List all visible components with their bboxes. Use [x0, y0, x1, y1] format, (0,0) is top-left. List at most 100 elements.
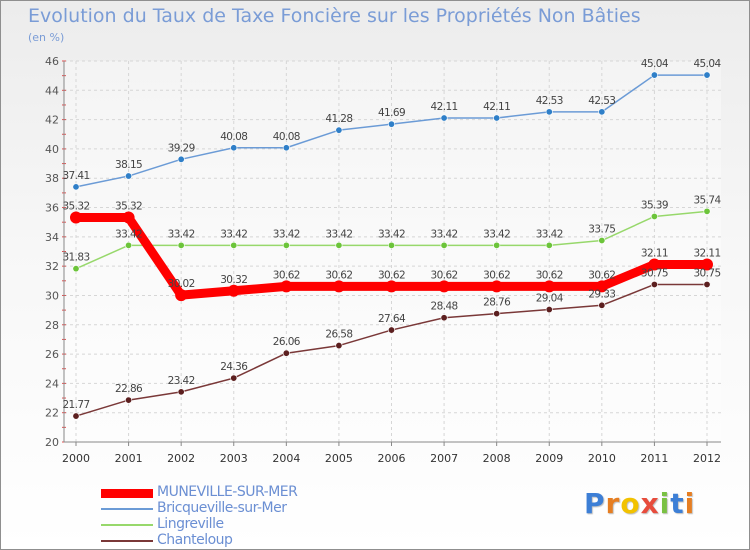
data-label: 24.36	[220, 361, 248, 373]
series-point	[70, 211, 82, 224]
series-point	[650, 212, 658, 220]
data-label: 30.75	[693, 267, 720, 279]
x-tick-label: 2001	[115, 452, 143, 465]
data-label: 42.11	[483, 101, 510, 113]
x-tick-label: 2011	[640, 452, 668, 465]
data-label: 35.74	[693, 194, 721, 206]
series-point	[595, 280, 608, 293]
series-point	[440, 114, 448, 122]
logo-letter: i	[684, 487, 696, 520]
x-tick-label: 2004	[272, 452, 300, 465]
series-point	[335, 241, 343, 249]
data-label: 21.77	[62, 399, 89, 411]
data-label: 26.06	[273, 336, 301, 348]
data-label: 41.69	[378, 107, 405, 119]
y-tick-label: 20	[45, 436, 59, 449]
logo-letter: t	[670, 487, 685, 520]
legend-item: Bricqueville-sur-Mer	[101, 500, 401, 517]
data-label: 28.76	[483, 297, 511, 309]
data-label: 30.75	[641, 267, 668, 279]
data-label: 35.39	[641, 199, 668, 211]
x-tick-label: 2012	[693, 452, 721, 465]
data-label: 30.62	[536, 269, 563, 281]
chart-unit-label: (en %)	[28, 31, 65, 44]
series-point	[493, 310, 501, 318]
data-label: 40.08	[273, 131, 300, 143]
y-tick-label: 36	[45, 202, 59, 215]
data-label: 45.04	[693, 58, 721, 70]
data-label: 33.75	[588, 224, 615, 236]
series-point	[230, 374, 238, 382]
series-point	[177, 155, 185, 163]
data-label: 30.32	[220, 274, 247, 286]
data-label: 38.15	[115, 159, 142, 171]
x-tick-label: 2003	[220, 452, 248, 465]
data-label: 30.02	[168, 278, 195, 290]
data-label: 35.32	[62, 201, 89, 213]
data-label: 33.42	[220, 228, 247, 240]
data-label: 30.62	[483, 269, 510, 281]
data-label: 30.62	[273, 269, 300, 281]
series-point	[125, 172, 133, 180]
series-point	[282, 241, 290, 249]
y-tick-label: 24	[45, 377, 59, 390]
series-point	[387, 326, 395, 334]
y-tick-label: 26	[45, 348, 59, 361]
logo-letter: P	[584, 487, 606, 520]
data-label: 37.41	[62, 170, 89, 182]
series-point	[490, 280, 503, 293]
data-label: 33.42	[325, 228, 352, 240]
series-point	[598, 108, 606, 116]
data-label: 23.42	[168, 375, 195, 387]
legend-swatch	[101, 524, 153, 526]
x-tick-label: 2007	[430, 452, 458, 465]
series-point	[335, 342, 343, 350]
series-point	[122, 211, 135, 224]
series-point	[175, 289, 188, 302]
data-label: 33.42	[168, 228, 195, 240]
data-label: 26.58	[325, 329, 352, 341]
series-point	[125, 241, 133, 249]
legend-swatch	[101, 489, 153, 498]
data-label: 40.08	[220, 131, 247, 143]
data-label: 45.04	[641, 58, 669, 70]
proxiti-logo: Proxiti	[584, 487, 695, 520]
series-point	[493, 114, 501, 122]
series-point	[543, 280, 556, 293]
data-label: 32.11	[693, 248, 720, 260]
data-label: 29.04	[536, 293, 564, 305]
series-point	[227, 284, 240, 297]
data-label: 33.42	[378, 228, 405, 240]
data-label: 29.33	[588, 288, 615, 300]
data-label: 33.42	[536, 228, 563, 240]
legend-swatch	[101, 540, 153, 542]
series-point	[440, 314, 448, 322]
y-tick-label: 42	[45, 114, 59, 127]
series-point	[545, 241, 553, 249]
legend-label: Bricqueville-sur-Mer	[157, 500, 287, 516]
data-label: 42.53	[588, 95, 615, 107]
x-tick-label: 2009	[535, 452, 563, 465]
series-point	[703, 71, 711, 79]
x-tick-label: 2010	[588, 452, 616, 465]
series-point	[177, 241, 185, 249]
logo-letter: r	[605, 487, 621, 520]
series-point	[177, 388, 185, 396]
data-label: 33.42	[431, 228, 458, 240]
series-point	[387, 120, 395, 128]
x-tick-label: 2000	[62, 452, 90, 465]
series-point	[703, 207, 711, 215]
series-point	[387, 241, 395, 249]
series-point	[282, 144, 290, 152]
data-label: 33.42	[483, 228, 510, 240]
series-point	[545, 108, 553, 116]
legend-item: Lingreville	[101, 516, 401, 533]
y-tick-label: 44	[45, 84, 59, 97]
y-tick-label: 46	[45, 55, 59, 68]
y-tick-label: 28	[45, 319, 59, 332]
data-label: 28.48	[431, 301, 458, 313]
x-tick-label: 2006	[378, 452, 406, 465]
y-tick-label: 40	[45, 143, 59, 156]
series-point	[72, 183, 80, 191]
